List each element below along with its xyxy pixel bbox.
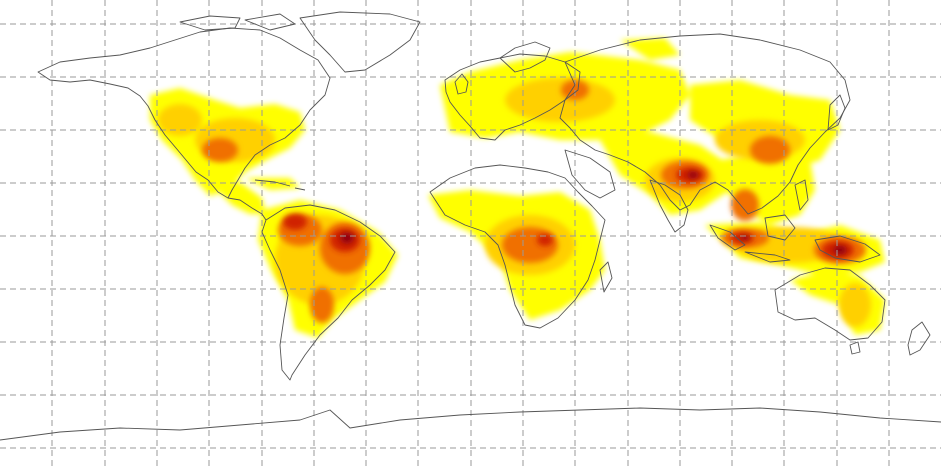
heat-ng-extreme [833,245,847,255]
heat-sa-core3 [310,287,334,323]
heat-aus-mid [839,283,871,327]
coast-south-america [261,204,396,381]
heat-europe-mid [505,78,615,122]
coast-north-america [37,27,331,199]
coast-britain [454,73,469,95]
heat-central-america [215,182,266,214]
coast-madagascar [599,261,613,293]
coast-india [649,179,689,233]
heat-asia-core [750,136,790,164]
coast-antarctica [0,407,941,441]
heat-india-extreme [687,171,699,179]
heat-na-west [158,104,202,136]
heat-seasia-core [731,189,759,221]
coast-java [744,251,791,263]
coast-africa [429,164,606,329]
coastlines [0,11,941,441]
coast-sumatra [709,224,746,251]
coast-central-america [227,197,267,221]
heat-africa-hot [537,234,553,246]
heat-africa-core [502,227,558,263]
coast-greenland [299,11,421,73]
heat-sa-hot1 [283,214,307,230]
coast-philippines [794,179,809,211]
coast-arctic-islands [179,13,296,31]
coast-australia [774,267,886,341]
heat-na-core [202,138,238,162]
coast-asia [559,33,851,215]
coast-caribbean [254,179,306,191]
coast-tasmania [849,341,861,355]
heat-layer-extreme [283,167,854,259]
coast-europe [444,53,581,141]
coast-scandinavia [499,41,551,73]
coast-japan [827,94,846,131]
coast-new-guinea [814,235,881,263]
heat-sa-extreme [340,232,354,244]
heat-north-asia [620,38,680,60]
heat-caribbean [245,178,300,190]
coast-new-zealand [907,321,931,356]
coast-arabia [564,149,616,199]
coast-borneo [764,214,796,241]
